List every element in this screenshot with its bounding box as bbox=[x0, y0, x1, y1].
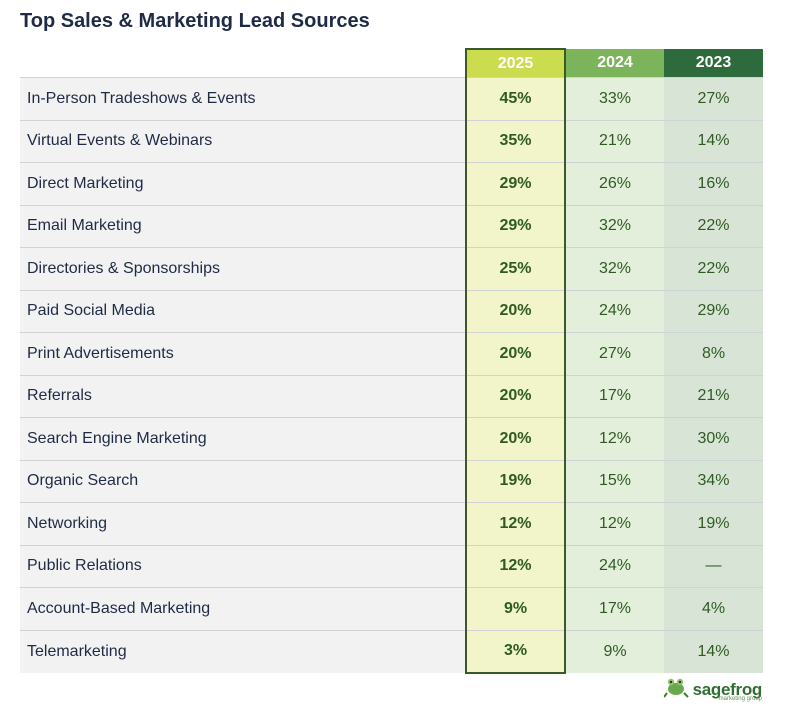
column-header-2025: 2025 bbox=[465, 48, 566, 78]
value-cell-2025: 12% bbox=[465, 502, 566, 545]
header-blank bbox=[20, 49, 466, 78]
row-label: Directories & Sponsorships bbox=[20, 247, 466, 290]
header-row: 2025 2024 2023 bbox=[20, 48, 763, 78]
table-row: Virtual Events & Webinars 35% 21% 14% bbox=[20, 119, 763, 163]
table-row: Networking 12% 12% 19% bbox=[20, 502, 763, 545]
value-cell-2025: 3% bbox=[465, 629, 566, 674]
value-cell-2024: 26% bbox=[565, 162, 664, 205]
brand-tagline: marketing group bbox=[718, 696, 762, 702]
table-row: Telemarketing 3% 9% 14% bbox=[20, 629, 763, 674]
value-cell-2024: 15% bbox=[565, 459, 664, 503]
value-cell-2023: 16% bbox=[664, 162, 763, 205]
value-cell-2024: 24% bbox=[565, 544, 664, 588]
frog-icon bbox=[662, 676, 690, 703]
row-label: Email Marketing bbox=[20, 204, 466, 248]
value-cell-2023: 4% bbox=[664, 587, 763, 630]
value-cell-2023: 29% bbox=[664, 289, 763, 333]
value-cell-2023: 22% bbox=[664, 204, 763, 248]
table-row: In-Person Tradeshows & Events 45% 33% 27% bbox=[20, 77, 763, 120]
value-cell-2024: 9% bbox=[565, 629, 664, 673]
value-cell-2024: 32% bbox=[565, 247, 664, 290]
row-label: In-Person Tradeshows & Events bbox=[20, 77, 466, 120]
value-cell-2025: 9% bbox=[465, 587, 566, 630]
value-cell-2025: 20% bbox=[465, 332, 566, 375]
value-cell-2023: 22% bbox=[664, 247, 763, 290]
value-cell-2025: 20% bbox=[465, 374, 566, 418]
table-row: Account-Based Marketing 9% 17% 4% bbox=[20, 587, 763, 630]
row-label: Organic Search bbox=[20, 459, 466, 503]
row-label: Telemarketing bbox=[20, 629, 466, 673]
value-cell-2023: 30% bbox=[664, 417, 763, 460]
value-cell-2023: 14% bbox=[664, 119, 763, 163]
row-label: Print Advertisements bbox=[20, 332, 466, 375]
sagefrog-logo: sagefrog marketing group bbox=[662, 676, 763, 703]
column-header-2023: 2023 bbox=[664, 49, 763, 78]
value-cell-2025: 25% bbox=[465, 247, 566, 290]
value-cell-2023: — bbox=[664, 544, 763, 588]
table-row: Paid Social Media 20% 24% 29% bbox=[20, 289, 763, 333]
value-cell-2024: 12% bbox=[565, 502, 664, 545]
value-cell-2024: 24% bbox=[565, 289, 664, 333]
table-row: Referrals 20% 17% 21% bbox=[20, 374, 763, 418]
table-row: Organic Search 19% 15% 34% bbox=[20, 459, 763, 503]
column-header-2024: 2024 bbox=[565, 49, 664, 78]
brand-name: sagefrog bbox=[692, 679, 763, 699]
value-cell-2024: 21% bbox=[565, 119, 664, 163]
row-label: Search Engine Marketing bbox=[20, 417, 466, 460]
value-cell-2023: 8% bbox=[664, 332, 763, 375]
row-label: Public Relations bbox=[20, 544, 466, 588]
lead-sources-table: 2025 2024 2023 In-Person Tradeshows & Ev… bbox=[20, 48, 763, 674]
value-cell-2025: 12% bbox=[465, 544, 566, 588]
row-label: Direct Marketing bbox=[20, 162, 466, 205]
value-cell-2025: 19% bbox=[465, 459, 566, 503]
value-cell-2023: 21% bbox=[664, 374, 763, 418]
value-cell-2025: 45% bbox=[465, 77, 566, 120]
value-cell-2024: 27% bbox=[565, 332, 664, 375]
row-label: Virtual Events & Webinars bbox=[20, 119, 466, 163]
value-cell-2025: 20% bbox=[465, 289, 566, 333]
table-body: In-Person Tradeshows & Events 45% 33% 27% Vi… bbox=[20, 77, 763, 674]
value-cell-2025: 35% bbox=[465, 119, 566, 163]
table-row: Print Advertisements 20% 27% 8% bbox=[20, 332, 763, 375]
value-cell-2023: 19% bbox=[664, 502, 763, 545]
row-label: Paid Social Media bbox=[20, 289, 466, 333]
value-cell-2024: 17% bbox=[565, 587, 664, 630]
row-label: Networking bbox=[20, 502, 466, 545]
value-cell-2024: 17% bbox=[565, 374, 664, 418]
value-cell-2025: 29% bbox=[465, 162, 566, 205]
value-cell-2023: 14% bbox=[664, 629, 763, 673]
lead-sources-table-wrap: 2025 2024 2023 In-Person Tradeshows & Ev… bbox=[20, 48, 763, 674]
table-row: Public Relations 12% 24% — bbox=[20, 544, 763, 588]
chart-title: Top Sales & Marketing Lead Sources bbox=[20, 10, 370, 32]
value-cell-2024: 32% bbox=[565, 204, 664, 248]
value-cell-2024: 12% bbox=[565, 417, 664, 460]
value-cell-2025: 29% bbox=[465, 204, 566, 248]
table-row: Directories & Sponsorships 25% 32% 22% bbox=[20, 247, 763, 290]
value-cell-2024: 33% bbox=[565, 77, 664, 120]
value-cell-2023: 34% bbox=[664, 459, 763, 503]
table-row: Email Marketing 29% 32% 22% bbox=[20, 204, 763, 248]
row-label: Account-Based Marketing bbox=[20, 587, 466, 630]
row-label: Referrals bbox=[20, 374, 466, 418]
table-row: Search Engine Marketing 20% 12% 30% bbox=[20, 417, 763, 460]
table-row: Direct Marketing 29% 26% 16% bbox=[20, 162, 763, 205]
value-cell-2023: 27% bbox=[664, 77, 763, 120]
value-cell-2025: 20% bbox=[465, 417, 566, 460]
